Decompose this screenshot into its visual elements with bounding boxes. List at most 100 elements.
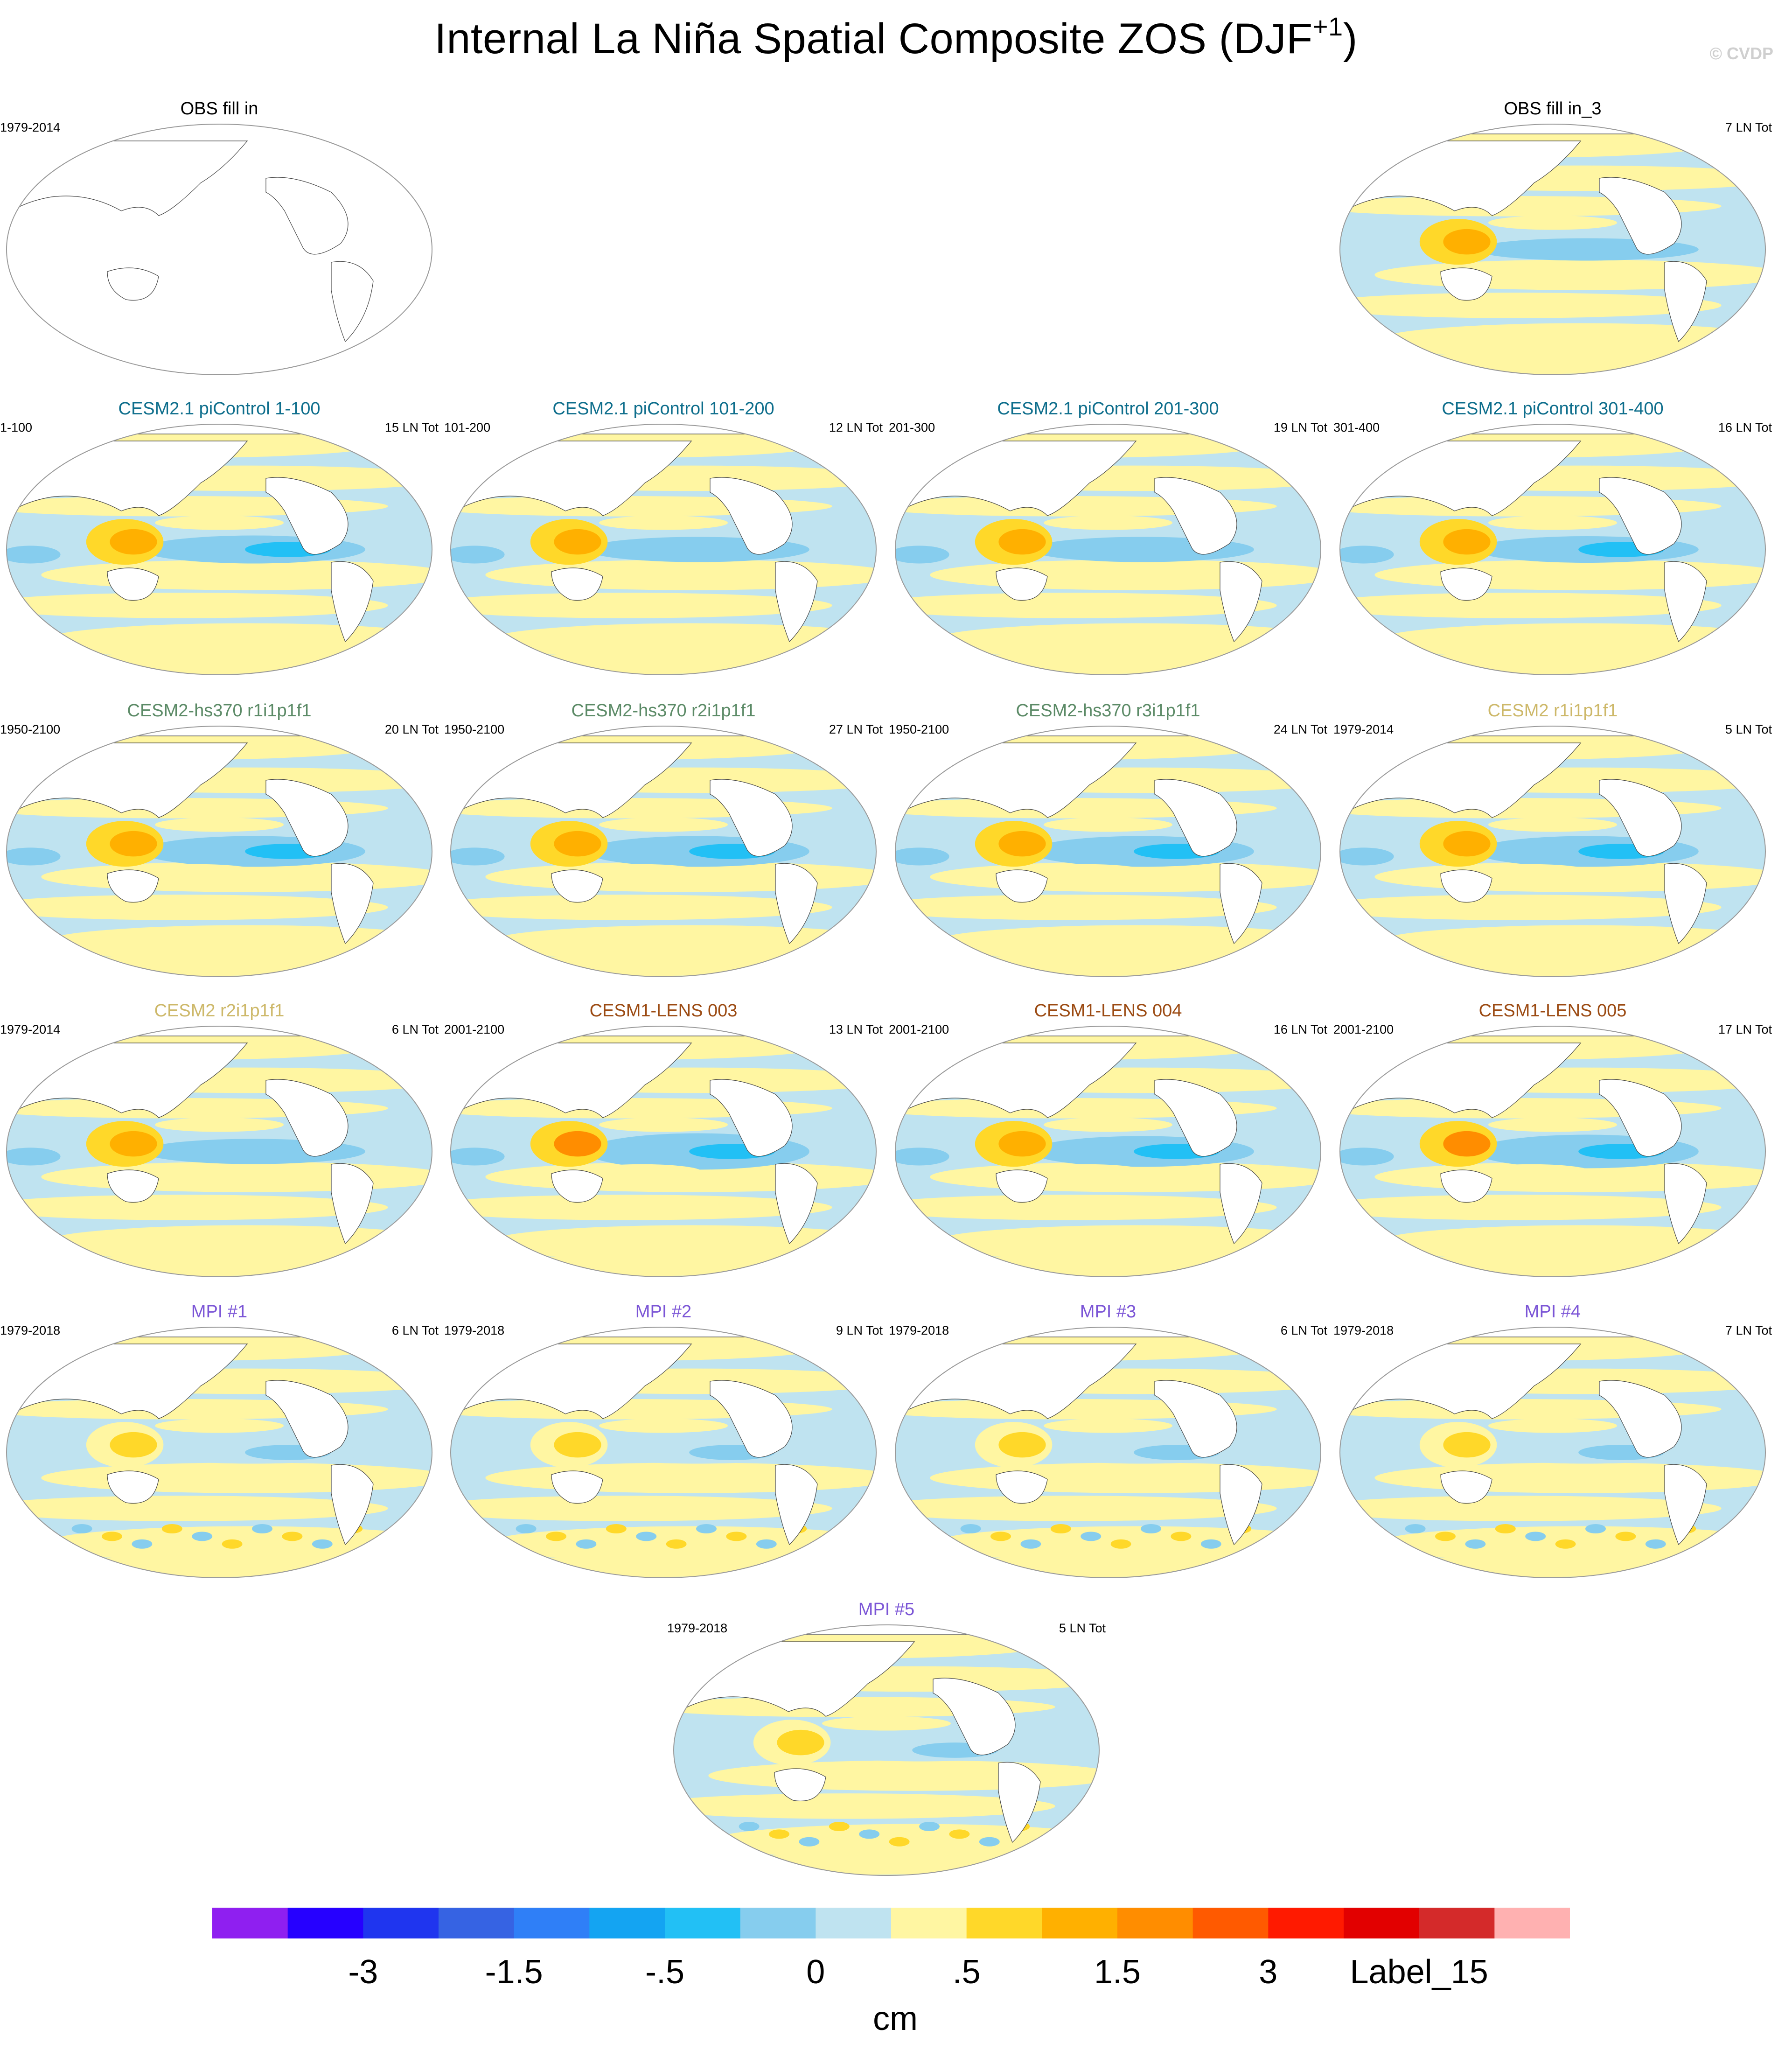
off-equator-warm-south: [1471, 262, 1591, 278]
off-equator-warm-south: [1026, 1164, 1147, 1180]
indian-ocean-negative: [1340, 1147, 1394, 1166]
positive-anomaly-band: [895, 1496, 1277, 1521]
colorbar-swatch: [514, 1908, 590, 1938]
map-border: [6, 726, 432, 977]
off-equator-warm-north: [155, 1419, 284, 1433]
panel-event-count: 19 LN Tot: [1273, 420, 1327, 434]
continent-outline: [775, 561, 818, 643]
continent-outline: [996, 567, 1048, 601]
continent-outline: [1220, 863, 1262, 945]
panel-title: CESM2.1 piControl 1-100: [118, 399, 321, 419]
warm-pool-core: [110, 1131, 157, 1157]
southern-ocean-eddy: [889, 1837, 910, 1847]
continent-outline: [710, 779, 793, 857]
panel-period: 1979-2018: [889, 1323, 949, 1337]
warm-pool-core: [1443, 529, 1491, 555]
southern-ocean-eddy: [739, 1822, 760, 1831]
panel-event-count: 20 LN Tot: [384, 722, 439, 736]
map-border: [895, 1026, 1321, 1277]
positive-anomaly-band: [1340, 1195, 1722, 1220]
robinson-map: [1339, 124, 1766, 375]
southern-ocean-eddy: [252, 1524, 272, 1533]
indian-ocean-negative: [674, 1746, 728, 1764]
warm-pool-core: [554, 529, 601, 555]
panel-period: 2001-2100: [889, 1022, 949, 1036]
map-border: [6, 1327, 432, 1578]
figure-title-superscript: +1: [1312, 12, 1343, 41]
map-panel: CESM2.1 piControl 101-200 101-200 12 LN To…: [444, 399, 883, 679]
robinson-map: [450, 1327, 877, 1578]
continent-outline: [1154, 477, 1237, 555]
robinson-map: [6, 1026, 432, 1277]
warm-pool-core: [554, 831, 601, 857]
map-border: [895, 726, 1321, 977]
off-equator-warm-north: [1044, 516, 1172, 530]
map-panel: OBS fill in_3 7 LN Tot: [1333, 99, 1772, 379]
map-panel: CESM1-LENS 003 2001-2100 13 LN Tot: [444, 1001, 883, 1281]
continent-outline: [1154, 779, 1237, 857]
southern-ocean-eddy: [1525, 1532, 1546, 1541]
continent-outline: [775, 863, 818, 945]
indian-ocean-negative: [7, 847, 61, 866]
off-equator-warm-north: [1488, 516, 1617, 530]
southern-ocean-eddy: [1555, 1539, 1576, 1549]
off-equator-warm-north: [1044, 818, 1172, 832]
positive-anomaly-band: [451, 593, 832, 618]
southern-ocean-eddy: [516, 1524, 537, 1533]
southern-ocean-eddy: [1405, 1524, 1426, 1533]
map-panel: CESM2.1 piControl 201-300 201-300 19 LN To…: [889, 399, 1327, 679]
robinson-map: [6, 1327, 432, 1578]
off-equator-warm-south: [582, 1164, 702, 1180]
southern-ocean-eddy: [1171, 1532, 1192, 1541]
map-border: [895, 424, 1321, 675]
panel-period: 1950-2100: [0, 722, 61, 736]
southern-ocean-eddy: [960, 1524, 981, 1533]
off-equator-warm-south: [1026, 864, 1147, 880]
off-equator-warm-south: [582, 1465, 702, 1481]
warm-pool-core: [998, 1131, 1046, 1157]
map-border: [1339, 1327, 1766, 1578]
panel-event-count: 5 LN Tot: [1725, 722, 1772, 736]
panel-title: CESM1-LENS 005: [1478, 1001, 1627, 1021]
continent-outline: [1154, 1380, 1237, 1458]
colorbar-swatch: [287, 1908, 363, 1938]
panel-period: 1950-2100: [444, 722, 505, 736]
colorbar: [212, 1908, 1570, 1938]
southern-ocean-eddy: [1081, 1532, 1102, 1541]
continent-outline: [265, 1079, 349, 1157]
continent-outline: [1220, 561, 1262, 643]
cvdp-watermark: © CVDP: [1709, 44, 1773, 63]
off-equator-warm-south: [138, 562, 258, 578]
colorbar-tick-label: 0: [806, 1953, 825, 1991]
off-equator-warm-south: [582, 864, 702, 880]
southern-ocean-eddy: [546, 1532, 566, 1541]
robinson-map: [895, 424, 1321, 675]
indian-ocean-negative: [1340, 546, 1394, 564]
off-equator-warm-north: [1044, 1118, 1172, 1132]
panel-title: CESM1-LENS 004: [1034, 1001, 1182, 1021]
continent-outline: [1599, 1079, 1682, 1157]
off-equator-warm-south: [138, 1465, 258, 1481]
off-equator-warm-north: [1044, 1419, 1172, 1433]
positive-anomaly-band: [895, 895, 1277, 920]
warm-pool-core: [998, 529, 1046, 555]
colorbar-swatch: [589, 1908, 665, 1938]
colorbar-tick-label: Label_15: [1350, 1953, 1488, 1991]
panel-title: CESM2-hs370 r3i1p1f1: [1016, 701, 1200, 721]
map-border: [450, 1026, 877, 1277]
panel-event-count: 9 LN Tot: [836, 1323, 883, 1337]
continent-outline: [1440, 1470, 1492, 1504]
map-border: [1339, 124, 1766, 375]
positive-anomaly-band: [1340, 895, 1722, 920]
panel-period: 1-100: [0, 420, 33, 434]
off-equator-warm-south: [138, 864, 258, 880]
map-panel: CESM2.1 piControl 1-100 1-100 15 LN Tot: [0, 399, 439, 679]
off-equator-warm-north: [1488, 818, 1617, 832]
warm-pool-core: [110, 831, 157, 857]
off-equator-warm-north: [599, 1419, 728, 1433]
southern-ocean-eddy: [71, 1524, 92, 1533]
continent-outline: [1599, 779, 1682, 857]
warm-pool-core: [554, 1432, 601, 1458]
positive-anomaly-band: [451, 1496, 832, 1521]
southern-ocean-eddy: [102, 1532, 122, 1541]
